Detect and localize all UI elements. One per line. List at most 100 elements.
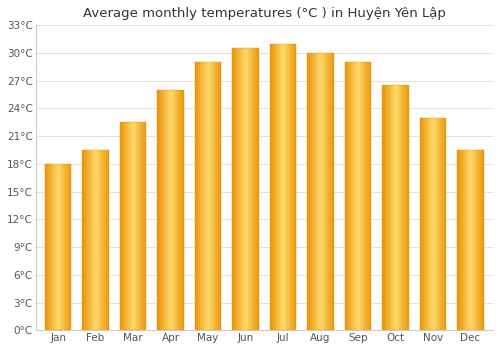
Bar — [142, 122, 143, 330]
Bar — [158, 90, 159, 330]
Bar — [348, 62, 349, 330]
Bar — [330, 53, 331, 330]
Bar — [286, 44, 288, 330]
Bar — [91, 150, 92, 330]
Bar — [312, 53, 313, 330]
Bar — [169, 90, 170, 330]
Bar — [420, 118, 446, 330]
Bar — [401, 85, 402, 330]
Bar — [461, 150, 462, 330]
Bar — [92, 150, 93, 330]
Bar — [160, 90, 161, 330]
Bar — [351, 62, 352, 330]
Bar — [481, 150, 482, 330]
Bar — [246, 48, 247, 330]
Bar — [272, 44, 273, 330]
Bar — [354, 62, 355, 330]
Bar — [129, 122, 130, 330]
Title: Average monthly temperatures (°C ) in Huyện Yên Lập: Average monthly temperatures (°C ) in Hu… — [83, 7, 446, 20]
Bar — [407, 85, 408, 330]
Bar — [420, 118, 421, 330]
Bar — [251, 48, 252, 330]
Bar — [64, 164, 65, 330]
Bar — [94, 150, 95, 330]
Bar — [436, 118, 438, 330]
Bar — [195, 62, 221, 330]
Bar — [207, 62, 208, 330]
Bar — [174, 90, 175, 330]
Bar — [98, 150, 100, 330]
Bar — [430, 118, 431, 330]
Bar — [238, 48, 239, 330]
Bar — [404, 85, 405, 330]
Bar — [202, 62, 203, 330]
Bar — [244, 48, 245, 330]
Bar — [352, 62, 353, 330]
Bar — [476, 150, 477, 330]
Bar — [255, 48, 256, 330]
Bar — [333, 53, 334, 330]
Bar — [308, 53, 309, 330]
Bar — [87, 150, 88, 330]
Bar — [438, 118, 439, 330]
Bar — [138, 122, 139, 330]
Bar — [96, 150, 97, 330]
Bar — [320, 53, 321, 330]
Bar — [464, 150, 465, 330]
Bar — [391, 85, 392, 330]
Bar — [442, 118, 443, 330]
Bar — [163, 90, 164, 330]
Bar — [270, 44, 271, 330]
Bar — [313, 53, 314, 330]
Bar — [482, 150, 483, 330]
Bar — [134, 122, 135, 330]
Bar — [205, 62, 206, 330]
Bar — [284, 44, 285, 330]
Bar — [425, 118, 426, 330]
Bar — [388, 85, 390, 330]
Bar — [62, 164, 63, 330]
Bar — [198, 62, 199, 330]
Bar — [241, 48, 242, 330]
Bar — [66, 164, 67, 330]
Bar — [200, 62, 202, 330]
Bar — [367, 62, 368, 330]
Bar — [175, 90, 176, 330]
Bar — [242, 48, 243, 330]
Bar — [104, 150, 105, 330]
Bar — [421, 118, 422, 330]
Bar — [278, 44, 279, 330]
Bar — [356, 62, 357, 330]
Bar — [167, 90, 168, 330]
Bar — [316, 53, 317, 330]
Bar — [143, 122, 144, 330]
Bar — [123, 122, 124, 330]
Bar — [220, 62, 221, 330]
Bar — [386, 85, 387, 330]
Bar — [250, 48, 251, 330]
Bar — [70, 164, 71, 330]
Bar — [161, 90, 162, 330]
Bar — [459, 150, 460, 330]
Bar — [206, 62, 207, 330]
Bar — [54, 164, 55, 330]
Bar — [403, 85, 404, 330]
Bar — [145, 122, 146, 330]
Bar — [257, 48, 258, 330]
Bar — [325, 53, 326, 330]
Bar — [63, 164, 64, 330]
Bar — [89, 150, 90, 330]
Bar — [327, 53, 328, 330]
Bar — [128, 122, 129, 330]
Bar — [46, 164, 47, 330]
Bar — [88, 150, 89, 330]
Bar — [424, 118, 425, 330]
Bar — [406, 85, 407, 330]
Bar — [363, 62, 364, 330]
Bar — [405, 85, 406, 330]
Bar — [314, 53, 315, 330]
Bar — [317, 53, 318, 330]
Bar — [280, 44, 281, 330]
Bar — [237, 48, 238, 330]
Bar — [212, 62, 213, 330]
